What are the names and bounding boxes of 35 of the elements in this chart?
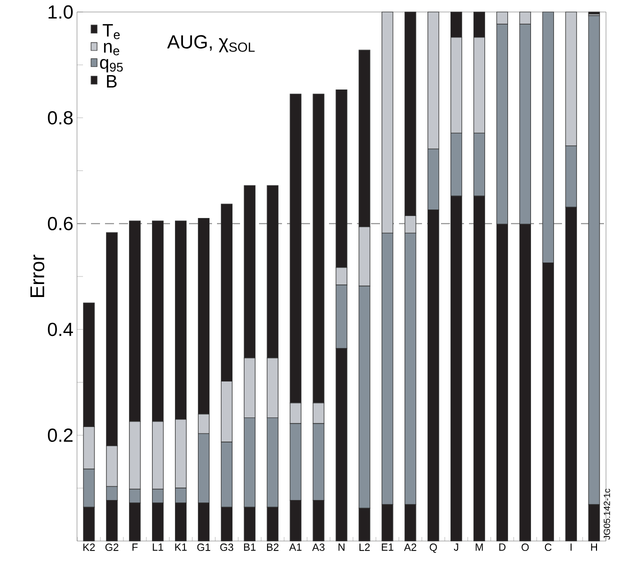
x-tick-label: E1 xyxy=(382,544,394,551)
legend-label: T$_{e}$ xyxy=(102,24,120,40)
y-tick-label: 1.0 xyxy=(48,5,73,19)
x-tick-label: I xyxy=(570,544,572,551)
annotation: JG05.142-1c xyxy=(604,488,610,540)
x-tick-label: J xyxy=(454,544,458,551)
x-tick-label: Q xyxy=(430,544,437,553)
x-tick-label: B2 xyxy=(267,544,278,551)
x-tick-label: G2 xyxy=(105,544,118,551)
x-tick-label: N xyxy=(338,544,344,551)
x-tick-label: G3 xyxy=(220,544,234,551)
legend-label: B xyxy=(107,75,117,88)
x-tick-label: L2 xyxy=(360,544,370,551)
x-tick-label: D xyxy=(499,544,506,551)
x-tick-label: C xyxy=(544,544,552,551)
x-tick-label: F xyxy=(132,544,138,551)
x-tick-label: H xyxy=(591,544,597,551)
x-tick-label: K2 xyxy=(83,544,95,551)
x-tick-label: A2 xyxy=(404,544,416,551)
y-tick-label: 0.8 xyxy=(48,111,73,124)
x-tick-label: L1 xyxy=(152,544,164,551)
x-tick-label: B1 xyxy=(244,544,256,551)
x-tick-label: A1 xyxy=(289,544,302,551)
y-tick-label: 0.2 xyxy=(48,428,73,442)
legend-label: q$_{95}$ xyxy=(100,59,123,72)
y-axis-title: Error xyxy=(30,254,44,297)
x-tick-label: A3 xyxy=(312,544,324,551)
y-tick-label: 0.6 xyxy=(48,216,73,230)
y-tick-label: 0.4 xyxy=(48,322,73,336)
x-tick-label: G1 xyxy=(197,544,210,551)
legend-title: AUG, χ$_{SOL}$ xyxy=(167,35,255,52)
x-tick-label: M xyxy=(476,544,483,551)
x-tick-label: O xyxy=(522,544,529,551)
x-tick-label: K1 xyxy=(175,544,187,551)
legend-label: n$_{e}$ xyxy=(104,42,120,56)
